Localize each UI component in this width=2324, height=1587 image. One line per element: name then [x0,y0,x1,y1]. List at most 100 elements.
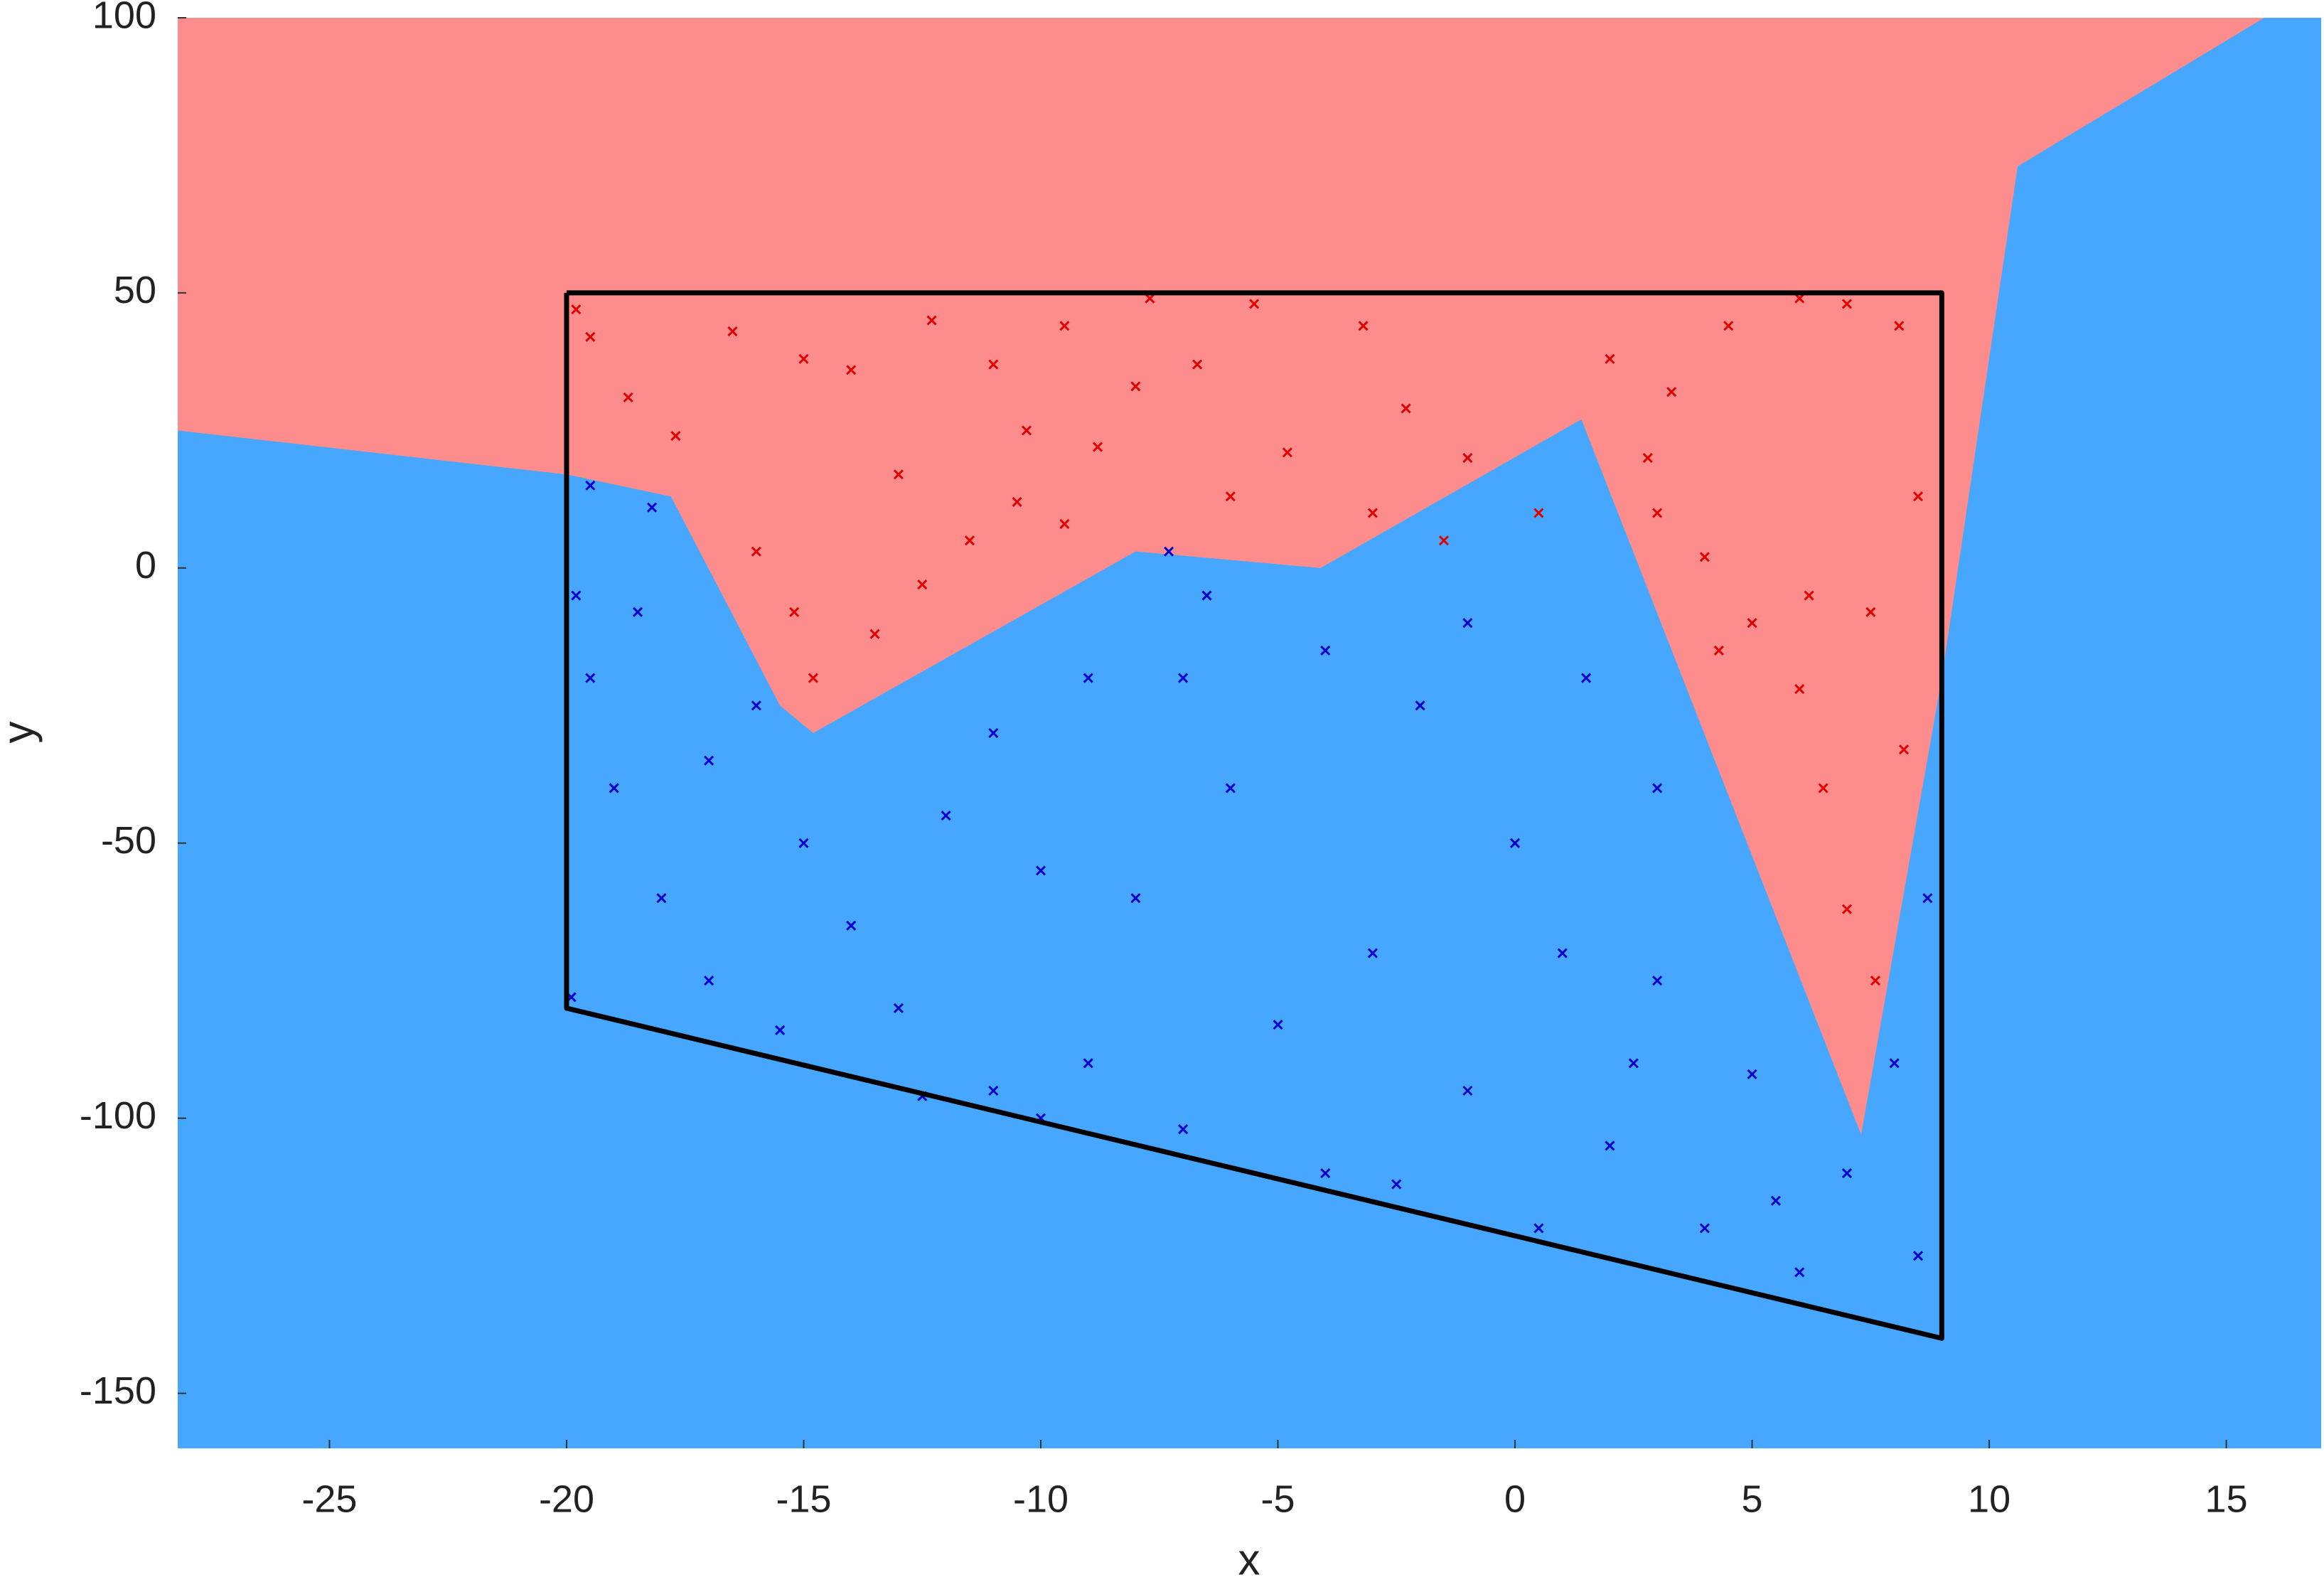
point [1059,321,1070,331]
point [1320,645,1331,656]
point [571,304,582,315]
point [1898,744,1910,755]
point [1889,1058,1900,1069]
point [1130,381,1141,392]
point [893,1003,904,1013]
point [1818,783,1828,794]
point [1367,508,1378,518]
point [1320,1168,1331,1179]
point [988,359,999,370]
point [1415,700,1425,711]
x-tick-label: -20 [539,1478,594,1520]
point [964,535,975,546]
point [798,353,809,364]
point [1201,590,1212,601]
point [1225,491,1236,502]
point [775,1025,786,1035]
point [1652,508,1663,518]
polygon [564,290,1944,1341]
point [704,755,714,766]
point [1083,673,1093,683]
point [1605,353,1615,364]
point [1178,673,1189,683]
x-tick-label: 10 [1968,1478,2010,1520]
point [1225,783,1236,794]
point [1666,387,1677,397]
point [727,326,738,337]
y-tick-label: 50 [114,269,156,311]
point [1922,893,1933,904]
point [941,811,951,821]
point [1652,783,1663,794]
point [1713,645,1724,656]
x-axis-label: x [1238,1535,1260,1583]
point [1747,618,1757,629]
point [1401,403,1411,414]
point [893,469,904,480]
point [846,365,857,375]
point [1192,359,1203,370]
x-tick-label: 5 [1742,1478,1763,1520]
point [1282,447,1292,458]
point [1130,893,1141,904]
point [1652,976,1663,986]
point [869,629,880,639]
point [1145,293,1155,304]
point [1021,425,1032,436]
point [1462,453,1473,464]
y-tick-label: -100 [80,1094,156,1137]
point [1035,865,1046,876]
point [1509,838,1521,848]
point [751,700,761,711]
point [1533,1223,1544,1234]
point [1870,976,1881,986]
point [988,1085,999,1096]
point [1581,673,1592,683]
point [1841,299,1853,309]
point [1894,321,1905,331]
point [1012,496,1022,508]
point [988,727,999,739]
x-tick-label: 0 [1504,1478,1526,1520]
point [1462,1085,1473,1096]
point [585,331,596,342]
point [926,315,937,326]
x-tick-label: -10 [1013,1478,1069,1520]
point [1438,535,1450,546]
point [1533,508,1544,518]
point [1794,293,1805,304]
point [1273,1020,1283,1030]
point [798,838,809,848]
point [1083,1058,1093,1069]
y-tick-label: -150 [80,1369,156,1412]
point [1770,1195,1781,1206]
region-above [178,18,2264,1135]
point [656,893,667,904]
point [1092,442,1103,452]
point [1747,1069,1757,1079]
x-tick-label: -25 [301,1478,357,1520]
point [1841,1168,1853,1179]
point [1249,299,1260,309]
point [1841,904,1853,914]
point [585,673,596,683]
point [751,546,761,557]
point [1367,948,1378,958]
y-tick-label: 0 [135,544,156,587]
y-axis-label: y [0,722,43,744]
point [609,783,619,794]
point [1804,590,1814,601]
point [1699,552,1710,562]
point [1723,321,1734,331]
point [704,976,714,986]
point [1794,684,1805,695]
point [1557,948,1568,958]
point [1699,1223,1710,1234]
point [1865,607,1876,617]
point [1358,321,1369,331]
point [1794,1267,1805,1278]
x-tick-label: -15 [776,1478,831,1520]
y-tick-label: 100 [92,0,156,36]
point [1462,618,1473,629]
point [1164,546,1174,557]
